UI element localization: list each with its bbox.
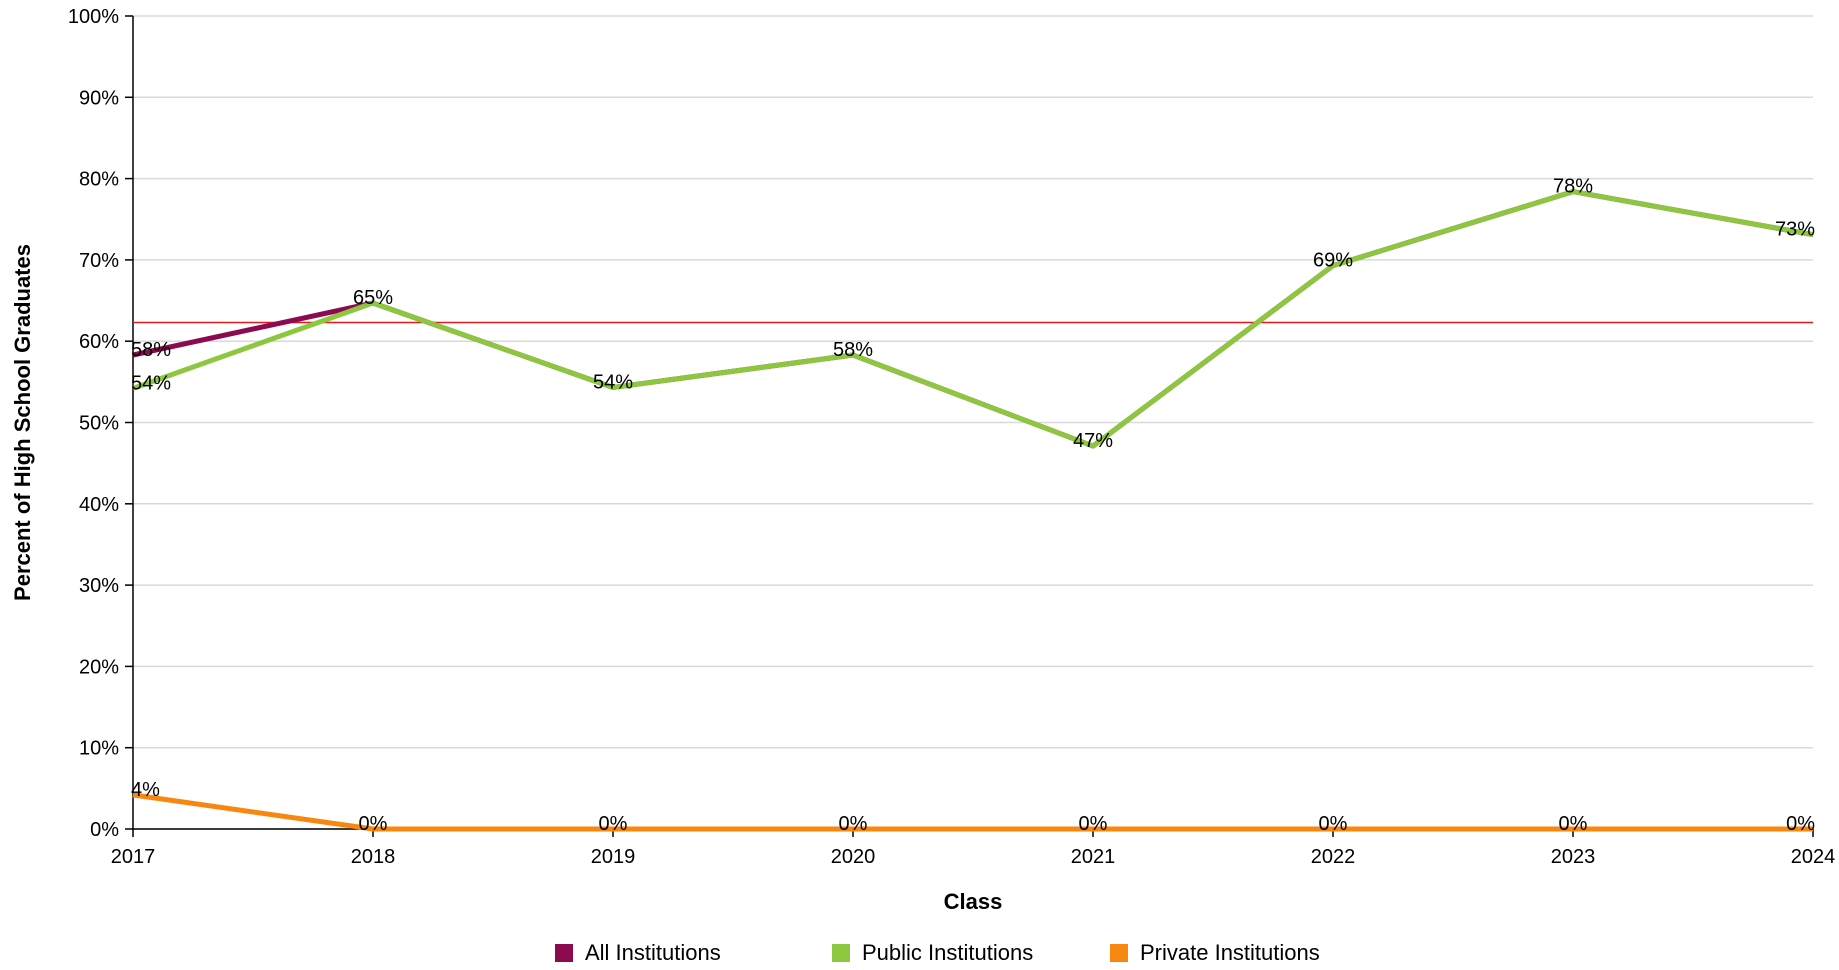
x-tick-label: 2017	[111, 846, 156, 868]
legend-item[interactable]: All Institutions	[555, 940, 721, 966]
data-label: 73%	[1775, 219, 1815, 241]
legend-label: Private Institutions	[1140, 940, 1320, 965]
data-label: 54%	[593, 372, 633, 394]
y-tick-label: 10%	[79, 738, 119, 760]
data-labels-group: 58% 54% 65% 54% 58% 47% 69% 78% 73% 4% 0% 0% 0% 0% 0% 0…	[131, 176, 1815, 835]
y-tick-label: 30%	[79, 575, 119, 597]
series-group	[132, 189, 1814, 832]
data-label: 58%	[131, 339, 171, 361]
data-label: 54%	[131, 372, 171, 394]
data-label: 65%	[353, 287, 393, 309]
data-label: 0%	[1079, 813, 1108, 835]
legend-item[interactable]: Public Institutions	[832, 940, 1033, 966]
y-tick-label: 90%	[79, 87, 119, 109]
y-tick-label: 60%	[79, 331, 119, 353]
y-tick-label: 0%	[90, 819, 119, 841]
data-label: 0%	[1559, 813, 1588, 835]
x-tick-label: 2018	[351, 846, 396, 868]
series-line-public-institutions	[132, 189, 1814, 449]
y-tick-label: 20%	[79, 656, 119, 678]
data-label: 0%	[1319, 813, 1348, 835]
x-tick-label: 2019	[591, 846, 636, 868]
legend-swatch	[1110, 944, 1128, 962]
legend-label: All Institutions	[585, 940, 721, 965]
data-label: 0%	[1786, 813, 1815, 835]
data-label: 4%	[131, 779, 160, 801]
data-label: 69%	[1313, 250, 1353, 272]
legend-swatch	[832, 944, 850, 962]
y-tick-label: 100%	[68, 6, 119, 28]
axes: 0% 10% 20% 30% 40% 50% 60% 70% 80% 90% 100% 2017 201…	[68, 6, 1835, 868]
y-tick-label: 80%	[79, 169, 119, 191]
x-tick-label: 2020	[831, 846, 876, 868]
data-label: 0%	[839, 813, 868, 835]
y-tick-label: 40%	[79, 494, 119, 516]
series-line-all-institutions	[132, 189, 1814, 449]
legend-item[interactable]: Private Institutions	[1110, 940, 1320, 966]
x-tick-label: 2024	[1791, 846, 1836, 868]
legend-label: Public Institutions	[862, 940, 1034, 965]
data-label: 58%	[833, 339, 873, 361]
x-tick-label: 2022	[1311, 846, 1356, 868]
x-tick-label: 2021	[1071, 846, 1116, 868]
legend: All Institutions Public Institutions Priva…	[0, 940, 1839, 970]
y-tick-label: 70%	[79, 250, 119, 272]
gridlines	[133, 15, 1813, 830]
series-line-private-institutions	[132, 792, 1813, 832]
y-axis-title: Percent of High School Graduates	[10, 244, 35, 601]
legend-swatch	[555, 944, 573, 962]
data-label: 0%	[359, 813, 388, 835]
x-axis-title: Class	[944, 889, 1003, 914]
x-tick-label: 2023	[1551, 846, 1596, 868]
data-label: 0%	[599, 813, 628, 835]
data-label: 47%	[1073, 430, 1113, 452]
data-label: 78%	[1553, 176, 1593, 198]
y-tick-label: 50%	[79, 413, 119, 435]
